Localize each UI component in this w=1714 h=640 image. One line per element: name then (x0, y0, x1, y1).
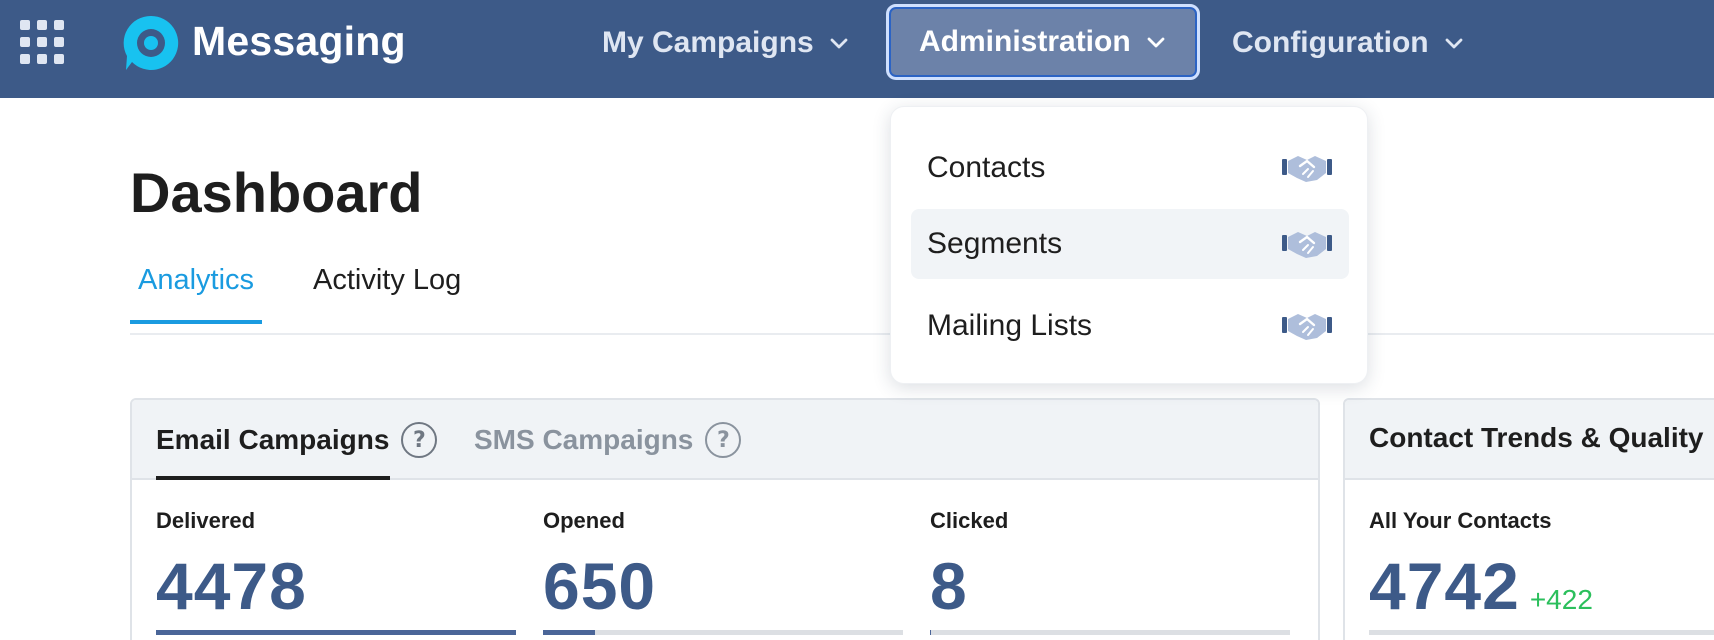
handshake-icon (1282, 232, 1332, 258)
app-name: Messaging (192, 18, 406, 64)
menu-item-label: Contacts (927, 151, 1046, 184)
menu-item-contacts[interactable]: Contacts (911, 133, 1349, 203)
progress-bar (930, 630, 1290, 635)
tab-sms-campaigns-label: SMS Campaigns (474, 424, 694, 455)
active-tab-indicator (130, 320, 262, 324)
menu-item-segments[interactable]: Segments (911, 209, 1349, 279)
metric-label: All Your Contacts (1369, 508, 1552, 533)
nav-configuration[interactable]: Configuration (1232, 0, 1465, 86)
help-icon[interactable]: ? (705, 422, 742, 458)
chevron-down-icon (1445, 38, 1463, 49)
metric-all-contacts: All Your Contacts 4742 +422 (1369, 508, 1714, 635)
campaigns-card: Email Campaigns ? SMS Campaigns ? Delive… (130, 398, 1320, 640)
nav-my-campaigns-label: My Campaigns (602, 26, 814, 59)
metric-delivered: Delivered 4478 (156, 508, 516, 635)
chevron-down-icon (830, 38, 848, 49)
progress-fill (543, 630, 596, 635)
progress-bar (1369, 630, 1714, 635)
contacts-delta: +422 (1529, 584, 1593, 615)
tab-sms-campaigns[interactable]: SMS Campaigns ? (474, 422, 742, 458)
nav-my-campaigns[interactable]: My Campaigns (602, 0, 850, 86)
metric-value: 8 (930, 549, 968, 623)
metric-clicked: Clicked 8 (930, 508, 1290, 635)
contact-trends-card-header: Contact Trends & Quality (1345, 400, 1714, 480)
nav-administration-label: Administration (919, 25, 1131, 58)
tab-activity-log[interactable]: Activity Log (313, 264, 462, 296)
top-navigation-bar: Messaging My Campaigns Administration Co… (0, 0, 1714, 98)
messaging-logo-icon (123, 15, 179, 70)
nav-configuration-label: Configuration (1232, 26, 1429, 59)
progress-bar (543, 630, 903, 635)
app-launcher-grid-icon[interactable] (20, 20, 64, 64)
metric-label: Delivered (156, 508, 256, 533)
contact-trends-title: Contact Trends & Quality (1369, 422, 1704, 453)
tab-email-campaigns-label: Email Campaigns (156, 424, 390, 455)
menu-item-mailing-lists[interactable]: Mailing Lists (911, 291, 1349, 361)
progress-bar (156, 630, 516, 635)
help-icon[interactable]: ? (401, 422, 438, 458)
menu-item-label: Mailing Lists (927, 309, 1093, 342)
handshake-icon (1282, 156, 1332, 182)
metric-label: Clicked (930, 508, 1009, 533)
campaigns-card-header: Email Campaigns ? SMS Campaigns ? (132, 400, 1318, 480)
tab-email-campaigns[interactable]: Email Campaigns ? (156, 422, 438, 458)
progress-fill (930, 630, 932, 635)
contacts-count: 4742 (1369, 549, 1520, 623)
metric-value: 4478 (156, 549, 307, 623)
administration-dropdown-menu: Contacts Segments Mailing Lists (890, 106, 1368, 384)
metric-value: 4742 +422 (1369, 548, 1714, 624)
metric-opened: Opened 650 (543, 508, 903, 635)
chevron-down-icon (1147, 37, 1165, 48)
metric-label: Opened (543, 508, 625, 533)
tab-analytics[interactable]: Analytics (138, 264, 255, 296)
active-card-tab-indicator (156, 476, 390, 480)
handshake-icon (1282, 314, 1332, 340)
contact-trends-card: Contact Trends & Quality All Your Contac… (1343, 398, 1714, 640)
metric-value: 650 (543, 549, 657, 623)
progress-fill (156, 630, 516, 635)
menu-item-label: Segments (927, 227, 1063, 260)
nav-administration[interactable]: Administration (886, 4, 1200, 80)
page-title: Dashboard (130, 161, 423, 224)
